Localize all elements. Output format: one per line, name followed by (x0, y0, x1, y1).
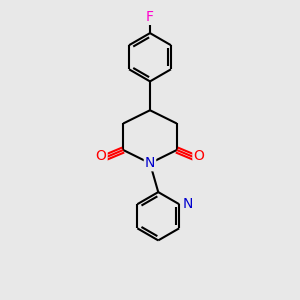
Text: O: O (194, 149, 204, 163)
Text: N: N (145, 156, 155, 170)
Text: F: F (146, 10, 154, 24)
Text: N: N (183, 197, 193, 211)
Text: O: O (96, 149, 106, 163)
